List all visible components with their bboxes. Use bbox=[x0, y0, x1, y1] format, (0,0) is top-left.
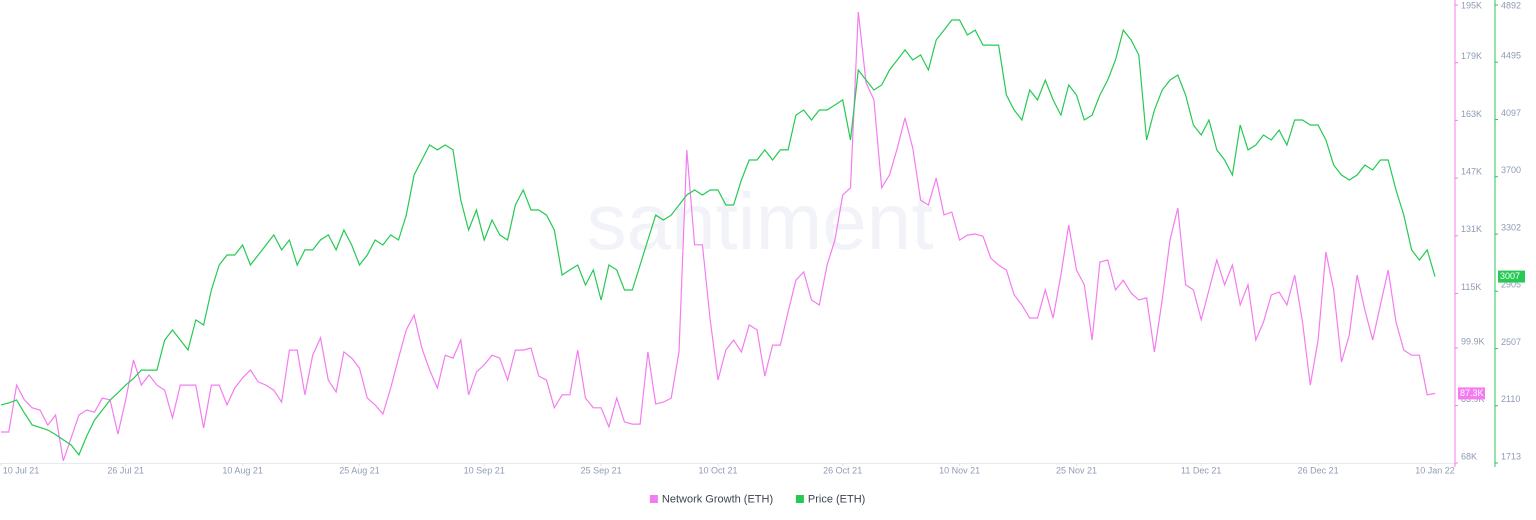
legend-swatch bbox=[649, 495, 658, 503]
series-line bbox=[0, 19, 1436, 457]
x-tick-label: 25 Sep 21 bbox=[581, 465, 622, 475]
x-tick-label: 10 Jul 21 bbox=[3, 465, 40, 475]
legend-label: Network Growth (ETH) bbox=[662, 493, 773, 505]
x-tick-label: 25 Nov 21 bbox=[1056, 465, 1097, 475]
y-tick-label: 99.9K bbox=[1461, 336, 1485, 346]
x-tick-label: 26 Oct 21 bbox=[823, 465, 862, 475]
x-tick-label: 10 Aug 21 bbox=[222, 465, 263, 475]
y2-tick-label: 2507 bbox=[1501, 337, 1521, 347]
y2-tick-label: 4495 bbox=[1501, 51, 1521, 61]
y2-tick-label: 2110 bbox=[1501, 394, 1520, 404]
y-tick-label: 115K bbox=[1461, 282, 1481, 292]
last-value-badge bbox=[1458, 387, 1485, 400]
x-tick-label: 10 Oct 21 bbox=[698, 465, 737, 475]
last-value-badge bbox=[1498, 270, 1525, 283]
last-value-label: 87.3K bbox=[1460, 388, 1484, 398]
watermark: santiment bbox=[587, 177, 934, 266]
last-value-label: 3007 bbox=[1500, 271, 1520, 281]
y-tick-label: 68K bbox=[1461, 451, 1477, 461]
x-tick-label: 11 Dec 21 bbox=[1181, 465, 1221, 475]
y2-tick-label: 4892 bbox=[1501, 0, 1521, 10]
y2-tick-label: 3700 bbox=[1501, 165, 1521, 175]
x-tick-label: 26 Jul 21 bbox=[107, 465, 144, 475]
series-line bbox=[1, 11, 1436, 461]
y-tick-label: 179K bbox=[1461, 51, 1482, 61]
x-tick-label: 26 Dec 21 bbox=[1298, 465, 1339, 475]
y-tick-label: 147K bbox=[1461, 166, 1482, 176]
y-tick-label: 195K bbox=[1461, 0, 1482, 10]
legend-label: Price (ETH) bbox=[808, 493, 865, 505]
x-tick-label: 10 Nov 21 bbox=[939, 465, 980, 475]
y-tick-label: 163K bbox=[1461, 109, 1482, 119]
x-tick-label: 10 Jan 22 bbox=[1415, 465, 1455, 475]
y2-tick-label: 2905 bbox=[1501, 280, 1521, 290]
y2-tick-label: 3302 bbox=[1501, 222, 1521, 232]
x-tick-label: 25 Aug 21 bbox=[339, 465, 380, 475]
y-tick-label: 131K bbox=[1461, 224, 1482, 234]
y2-tick-label: 4097 bbox=[1501, 108, 1521, 118]
x-tick-label: 10 Sep 21 bbox=[464, 465, 505, 475]
y2-tick-label: 1713 bbox=[1501, 451, 1521, 461]
legend-swatch bbox=[795, 495, 804, 503]
